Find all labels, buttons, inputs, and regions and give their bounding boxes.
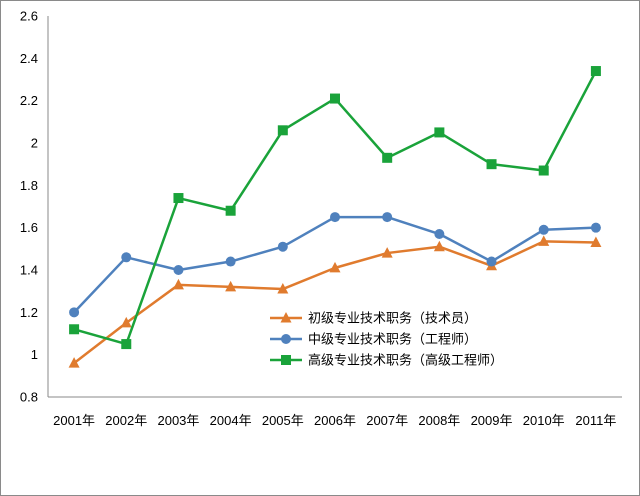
y-tick-label: 1.6 xyxy=(20,220,38,235)
data-point xyxy=(173,193,184,204)
data-point xyxy=(225,256,236,267)
data-point xyxy=(330,212,340,223)
data-point xyxy=(433,240,445,252)
legend-label: 高级专业技术职务（高级工程师） xyxy=(308,353,503,369)
data-point xyxy=(382,212,393,223)
data-point xyxy=(277,241,288,252)
y-tick-label: 2.6 xyxy=(20,9,38,24)
data-point xyxy=(329,261,341,273)
legend-item: 高级专业技术职务（高级工程师） xyxy=(270,353,503,369)
data-point xyxy=(590,222,601,233)
x-tick-label: 2011年 xyxy=(575,413,616,428)
data-point xyxy=(538,165,549,176)
legend-item: 中级专业技术职务（工程师） xyxy=(270,332,477,348)
data-point xyxy=(382,152,393,163)
x-tick-label: 2002年 xyxy=(105,413,147,428)
data-point xyxy=(121,339,132,350)
data-point xyxy=(277,125,288,136)
y-tick-label: 1 xyxy=(31,347,38,362)
data-point xyxy=(172,278,184,290)
legend-swatch-marker xyxy=(281,334,291,344)
data-point xyxy=(590,236,602,247)
legend-swatch-marker xyxy=(280,312,292,323)
data-point xyxy=(590,66,601,77)
y-tick-label: 0.8 xyxy=(20,390,38,405)
data-point xyxy=(173,265,184,275)
y-tick-label: 1.4 xyxy=(20,263,38,278)
x-tick-label: 2006年 xyxy=(314,413,356,428)
data-point xyxy=(69,307,80,318)
data-point xyxy=(225,205,236,216)
y-tick-labels: 0.8 1 1.2 1.4 1.6 1.8 2 2.2 2.4 2.6 xyxy=(20,9,38,405)
data-point xyxy=(68,357,80,368)
series-layer xyxy=(68,66,602,368)
data-point xyxy=(69,324,80,335)
data-point xyxy=(486,256,497,267)
data-point xyxy=(538,224,549,235)
y-tick-label: 1.2 xyxy=(20,305,38,320)
data-point xyxy=(277,283,289,294)
x-tick-label: 2001年 xyxy=(53,413,95,428)
data-point xyxy=(381,247,393,258)
data-point xyxy=(434,229,445,240)
legend-label: 初级专业技术职务（技术员） xyxy=(308,311,477,327)
x-tick-label: 2007年 xyxy=(366,413,408,428)
x-tick-label: 2003年 xyxy=(157,413,199,428)
data-point xyxy=(121,252,132,263)
series-2 xyxy=(69,212,601,318)
data-point xyxy=(225,280,237,292)
y-tick-label: 2.4 xyxy=(20,51,38,66)
x-tick-label: 2009年 xyxy=(471,413,513,428)
legend: 初级专业技术职务（技术员） 中级专业技术职务（工程师） 高级专业技术职务（高级工程师… xyxy=(270,311,503,369)
series-1 xyxy=(68,235,602,368)
y-tick-label: 1.8 xyxy=(20,178,38,193)
y-tick-label: 2 xyxy=(31,136,38,151)
y-tick-label: 2.2 xyxy=(20,93,38,108)
x-tick-labels: 2001年 2002年 2003年 2004年 2005年 2006年 2007年 2008年… xyxy=(53,413,616,428)
data-point xyxy=(330,93,340,104)
data-point xyxy=(120,316,132,328)
series-3 xyxy=(69,66,601,350)
legend-label: 中级专业技术职务（工程师） xyxy=(308,332,477,348)
legend-swatch-marker xyxy=(281,355,291,365)
x-tick-label: 2008年 xyxy=(418,413,460,428)
data-point xyxy=(486,159,497,170)
legend-item: 初级专业技术职务（技术员） xyxy=(270,311,477,327)
x-tick-label: 2004年 xyxy=(210,413,252,428)
data-point xyxy=(538,235,550,246)
x-tick-label: 2005年 xyxy=(262,413,304,428)
x-tick-label: 2010年 xyxy=(523,413,565,428)
data-point xyxy=(434,127,445,138)
